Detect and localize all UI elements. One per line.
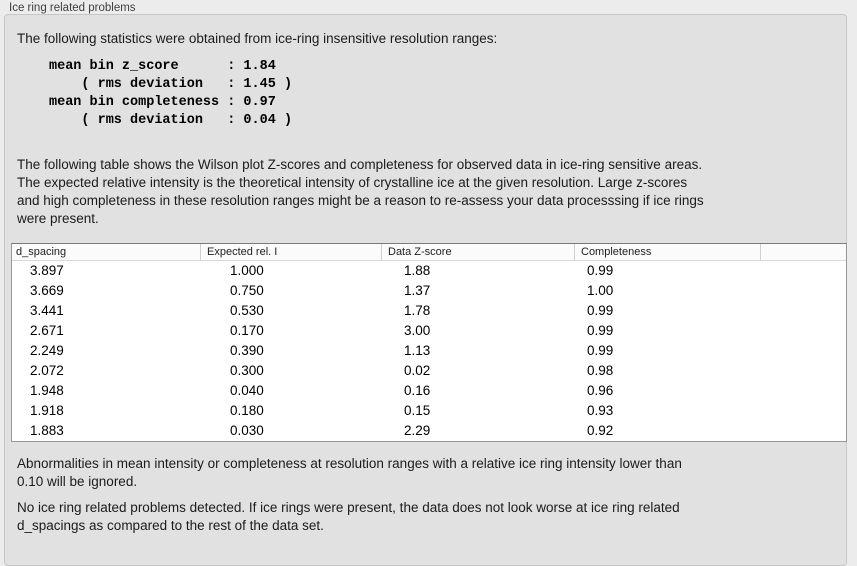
cell-data-z-score: 1.13 (404, 343, 431, 358)
statistics-block: mean bin z_score : 1.84 ( rms deviation … (49, 59, 293, 128)
cell-empty (760, 341, 846, 361)
ice-ring-table: d_spacing Expected rel. I Data Z-score C… (11, 243, 847, 442)
column-header-empty[interactable] (760, 244, 846, 261)
cell-empty (760, 361, 846, 381)
cell-empty (760, 301, 846, 321)
table-row[interactable]: 2.249 0.390 1.13 0.99 (12, 341, 846, 361)
column-header-data-z-score[interactable]: Data Z-score (381, 244, 574, 261)
cell-completeness: 0.93 (587, 403, 614, 418)
column-header-completeness[interactable]: Completeness (574, 244, 760, 261)
table-row[interactable]: 2.072 0.300 0.02 0.98 (12, 361, 846, 381)
cell-data-z-score: 3.00 (404, 323, 431, 338)
cell-d-spacing: 1.948 (30, 383, 64, 398)
table-description-text: The following table shows the Wilson plo… (17, 157, 704, 226)
column-header-expected-rel-i[interactable]: Expected rel. I (200, 244, 381, 261)
cell-expected-rel-i: 0.300 (230, 363, 264, 378)
cell-d-spacing: 1.918 (30, 403, 64, 418)
cell-empty (760, 421, 846, 441)
cell-d-spacing: 3.441 (30, 303, 64, 318)
table-body: 3.897 1.000 1.88 0.99 3.669 0.750 1.37 1… (12, 261, 846, 441)
cell-data-z-score: 1.88 (404, 263, 431, 278)
cell-expected-rel-i: 0.390 (230, 343, 264, 358)
cell-expected-rel-i: 0.530 (230, 303, 264, 318)
cell-expected-rel-i: 0.750 (230, 283, 264, 298)
cell-expected-rel-i: 0.180 (230, 403, 264, 418)
cell-d-spacing: 3.669 (30, 283, 64, 298)
cell-completeness: 0.98 (587, 363, 614, 378)
ignore-note-text: Abnormalities in mean intensity or compl… (17, 456, 682, 489)
cell-d-spacing: 2.072 (30, 363, 64, 378)
cell-expected-rel-i: 1.000 (230, 263, 264, 278)
cell-data-z-score: 1.78 (404, 303, 431, 318)
intro-text: The following statistics were obtained f… (17, 31, 498, 46)
column-header-d-spacing[interactable]: d_spacing (12, 244, 200, 261)
cell-d-spacing: 2.249 (30, 343, 64, 358)
cell-completeness: 0.99 (587, 323, 614, 338)
cell-completeness: 0.99 (587, 303, 614, 318)
cell-empty (760, 281, 846, 301)
cell-completeness: 1.00 (587, 283, 614, 298)
cell-data-z-score: 2.29 (404, 423, 431, 438)
conclusion-text: No ice ring related problems detected. I… (17, 500, 680, 533)
cell-expected-rel-i: 0.040 (230, 383, 264, 398)
cell-completeness: 0.99 (587, 343, 614, 358)
cell-data-z-score: 0.02 (404, 363, 431, 378)
cell-completeness: 0.99 (587, 263, 614, 278)
table-row[interactable]: 2.671 0.170 3.00 0.99 (12, 321, 846, 341)
cell-data-z-score: 0.15 (404, 403, 431, 418)
cell-empty (760, 401, 846, 421)
cell-empty (760, 321, 846, 341)
table-row[interactable]: 3.441 0.530 1.78 0.99 (12, 301, 846, 321)
cell-d-spacing: 2.671 (30, 323, 64, 338)
table-row[interactable]: 1.948 0.040 0.16 0.96 (12, 381, 846, 401)
cell-completeness: 0.96 (587, 383, 614, 398)
table-header-row: d_spacing Expected rel. I Data Z-score C… (12, 244, 846, 261)
ice-ring-panel: The following statistics were obtained f… (4, 14, 847, 566)
cell-expected-rel-i: 0.030 (230, 423, 264, 438)
cell-empty (760, 381, 846, 401)
table-row[interactable]: 1.918 0.180 0.15 0.93 (12, 401, 846, 421)
table-row[interactable]: 3.669 0.750 1.37 1.00 (12, 281, 846, 301)
cell-data-z-score: 1.37 (404, 283, 431, 298)
table-row[interactable]: 3.897 1.000 1.88 0.99 (12, 261, 846, 281)
group-box-title: Ice ring related problems (9, 2, 136, 14)
cell-d-spacing: 1.883 (30, 423, 64, 438)
cell-completeness: 0.92 (587, 423, 614, 438)
table-row[interactable]: 1.883 0.030 2.29 0.92 (12, 421, 846, 441)
cell-empty (760, 261, 846, 281)
cell-expected-rel-i: 0.170 (230, 323, 264, 338)
cell-d-spacing: 3.897 (30, 263, 64, 278)
cell-data-z-score: 0.16 (404, 383, 431, 398)
